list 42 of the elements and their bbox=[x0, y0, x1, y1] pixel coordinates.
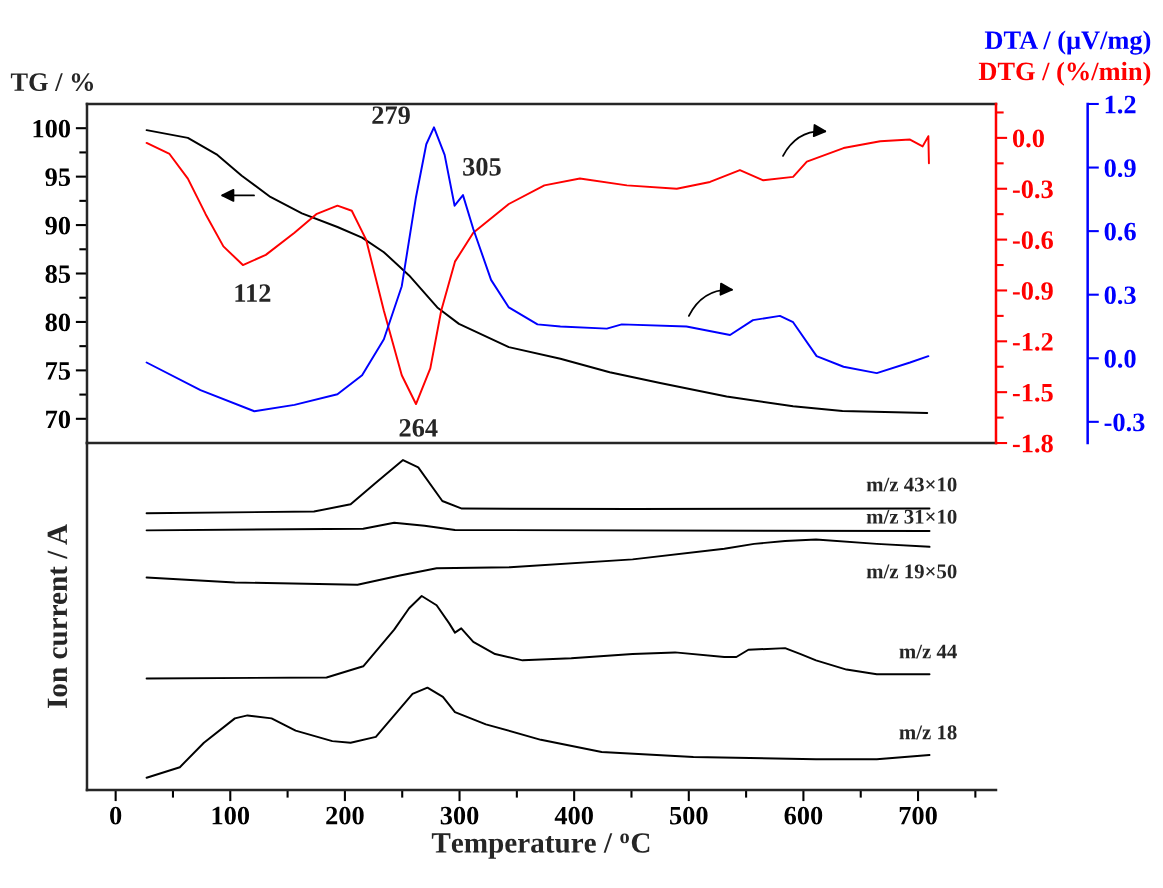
y-axis-title: TG / % bbox=[10, 73, 94, 92]
x-tick-label: 300 bbox=[440, 806, 479, 825]
y3-tick-label: 0.0 bbox=[1104, 349, 1136, 368]
y-tick-label: 70 bbox=[46, 410, 71, 429]
y-tick-label: 90 bbox=[45, 216, 71, 235]
x-tick-label: 700 bbox=[899, 806, 937, 825]
y-tick-label: 85 bbox=[45, 265, 71, 283]
x-tick-label: 0 bbox=[110, 806, 122, 825]
y2-tick-label: -1.8 bbox=[1012, 434, 1053, 453]
y3-axis-title: DTA / (μV/mg) bbox=[984, 30, 1151, 55]
series-label: m/z 31×10 bbox=[866, 509, 957, 524]
y3-tick-label: 1.2 bbox=[1105, 95, 1136, 114]
y2-tick-label: 0.0 bbox=[1012, 129, 1044, 148]
annotation: 112 bbox=[235, 284, 271, 302]
x-tick-label: 500 bbox=[670, 806, 708, 825]
y-tick-label: 95 bbox=[45, 168, 71, 187]
y-axis-title: Ion current / A bbox=[47, 524, 68, 708]
x-tick-label: 200 bbox=[326, 806, 364, 825]
y2-tick-label: -1.5 bbox=[1012, 383, 1053, 402]
y2-tick-label: -0.3 bbox=[1012, 180, 1053, 199]
y3-tick-label: 0.6 bbox=[1104, 222, 1136, 241]
y3-tick-label: -0.3 bbox=[1104, 413, 1145, 432]
series-label: m/z 18 bbox=[899, 725, 957, 740]
series-label: m/z 43×10 bbox=[866, 477, 957, 492]
y-tick-label: 75 bbox=[46, 362, 71, 380]
x-tick-label: 400 bbox=[554, 806, 593, 825]
annotation: 305 bbox=[463, 157, 501, 176]
x-tick-label: 600 bbox=[784, 806, 823, 825]
y-tick-label: 100 bbox=[33, 119, 71, 138]
series-label: m/z 19×50 bbox=[866, 564, 957, 579]
y3-tick-label: 0.3 bbox=[1104, 286, 1136, 305]
series-label: m/z 44 bbox=[899, 644, 957, 659]
y2-tick-label: -0.9 bbox=[1012, 282, 1053, 300]
y2-tick-label: -0.6 bbox=[1012, 231, 1053, 250]
x-axis-title: Temperature / $^{o}$C bbox=[431, 833, 650, 859]
annotation: 279 bbox=[372, 106, 410, 125]
y3-tick-label: 0.9 bbox=[1104, 159, 1136, 178]
y-tick-label: 80 bbox=[45, 313, 71, 332]
y2-tick-label: -1.2 bbox=[1012, 332, 1053, 351]
x-tick-label: 100 bbox=[212, 806, 250, 825]
y2-axis-title: DTG / (%/min) bbox=[978, 61, 1151, 86]
annotation: 264 bbox=[399, 419, 438, 437]
